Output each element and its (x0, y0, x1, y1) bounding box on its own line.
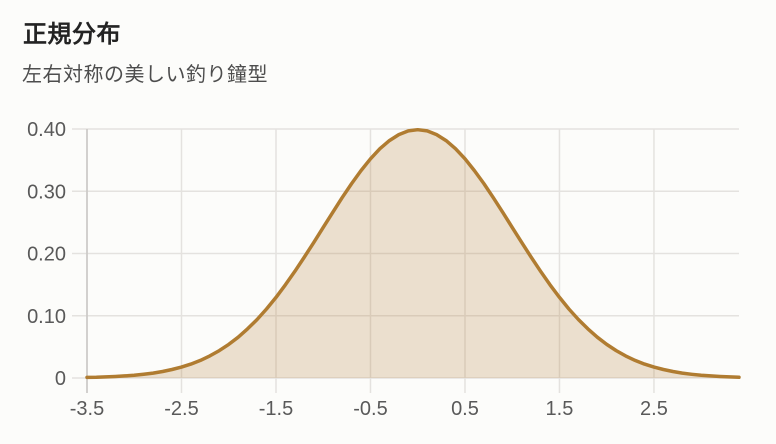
x-tick-label: 0.5 (451, 398, 479, 420)
area-fill (87, 129, 739, 378)
y-tick-label: 0 (55, 368, 66, 390)
chart-title: 正規分布 (23, 21, 121, 48)
y-tick-label: 0.20 (27, 244, 66, 266)
bell-curve-stroke (85, 127, 741, 380)
x-tick-label: 1.5 (546, 398, 574, 420)
bell-curve-fill (87, 129, 739, 378)
y-tick-label: 0.10 (27, 306, 66, 328)
x-tick-label: -0.5 (353, 398, 387, 420)
y-tick-label: 0.40 (27, 119, 66, 141)
chart-subtitle: 左右対称の美しい釣り鐘型 (22, 64, 268, 86)
y-gridlines (72, 128, 739, 379)
y-tick-labels: 0 0.10 0.20 0.30 0.40 (27, 119, 66, 390)
x-tick-label: -3.5 (70, 398, 104, 420)
x-tick-labels: -3.5 -2.5 -1.5 -0.5 0.5 1.5 2.5 (70, 398, 668, 420)
x-tick-label: -1.5 (259, 398, 293, 420)
x-tick-label: 2.5 (640, 398, 668, 420)
x-tick-label: -2.5 (164, 398, 198, 420)
y-tick-label: 0.30 (27, 181, 66, 203)
bell-curve-line (85, 127, 741, 380)
